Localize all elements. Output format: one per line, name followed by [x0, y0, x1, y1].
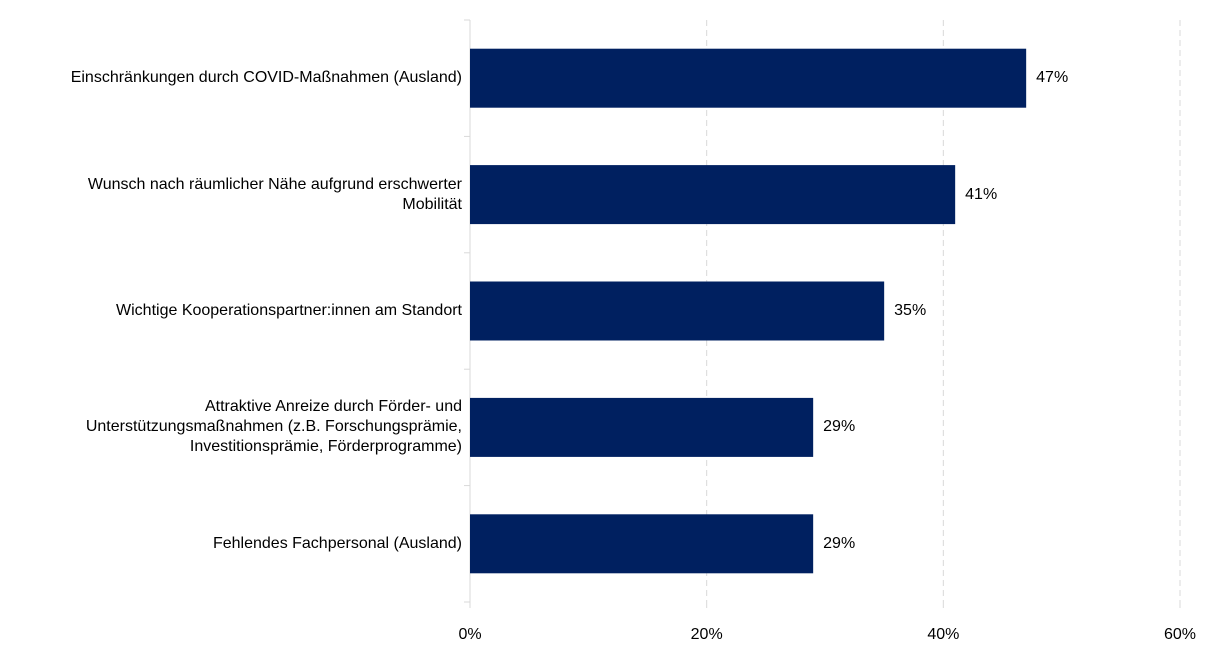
category-label-1: Einschränkungen durch COVID-Maßnahmen (A…: [70, 69, 462, 87]
bar-2: [470, 165, 956, 225]
x-tick-label-60: 60%: [1163, 626, 1197, 643]
data-label-1: 47%: [1036, 69, 1069, 87]
bar-4: [470, 397, 814, 457]
category-label-5: Fehlendes Fachpersonal (Ausland): [212, 534, 462, 552]
category-label-4: Attraktive Anreize durch Förder- und Unt…: [85, 398, 462, 456]
data-label-4: 29%: [823, 418, 856, 436]
data-label-3: 35%: [894, 302, 927, 319]
data-label-5: 29%: [823, 534, 856, 552]
x-tick-label-20: 20%: [690, 626, 723, 643]
data-label-2: 41%: [965, 185, 998, 203]
bar-1: [470, 48, 1027, 108]
bar-5: [470, 514, 814, 574]
category-label-2: Wunsch nach räumlicher Nähe aufgrund ers…: [87, 175, 462, 213]
category-label-3: Wichtige Kooperationspartner:innen am St…: [116, 302, 462, 319]
x-tick-label-0: 0%: [458, 626, 482, 643]
x-tick-label-40: 40%: [927, 626, 960, 643]
bar-3: [470, 281, 885, 341]
